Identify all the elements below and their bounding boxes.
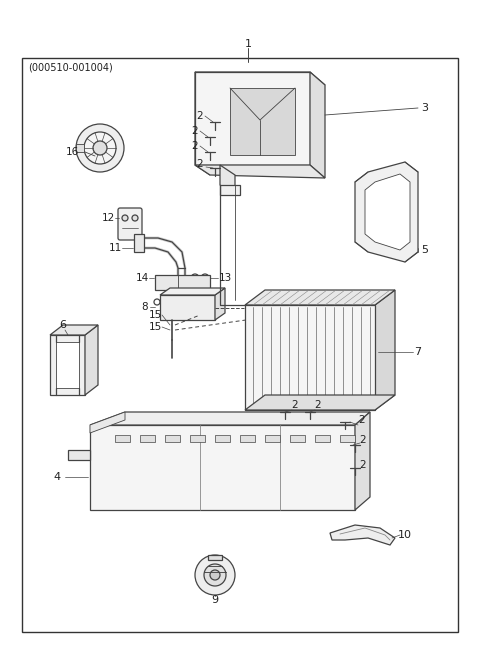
Text: 13: 13 (218, 273, 232, 283)
Polygon shape (140, 435, 155, 442)
Polygon shape (365, 174, 410, 250)
Circle shape (84, 132, 116, 164)
Text: 2: 2 (359, 415, 365, 425)
Polygon shape (190, 435, 205, 442)
Polygon shape (220, 165, 235, 195)
Polygon shape (195, 165, 325, 178)
Polygon shape (215, 288, 225, 320)
Circle shape (160, 277, 170, 287)
Polygon shape (240, 435, 255, 442)
Polygon shape (310, 72, 325, 178)
Text: 12: 12 (101, 213, 115, 223)
Polygon shape (195, 72, 325, 85)
Polygon shape (90, 425, 355, 510)
Polygon shape (315, 435, 330, 442)
Polygon shape (165, 435, 180, 442)
Circle shape (135, 237, 143, 243)
Text: 3: 3 (421, 103, 429, 113)
Polygon shape (215, 435, 230, 442)
Circle shape (93, 141, 107, 155)
Text: 1: 1 (244, 39, 252, 49)
Polygon shape (245, 290, 395, 305)
Text: 2: 2 (197, 111, 204, 121)
Circle shape (200, 304, 206, 310)
Polygon shape (290, 435, 305, 442)
Text: 8: 8 (142, 302, 148, 312)
Circle shape (169, 304, 175, 310)
Text: 4: 4 (53, 472, 60, 482)
Polygon shape (220, 185, 240, 195)
Text: 2: 2 (192, 126, 198, 136)
Polygon shape (56, 342, 79, 388)
Circle shape (132, 215, 138, 221)
Polygon shape (76, 144, 84, 152)
Polygon shape (50, 325, 98, 335)
Text: 2: 2 (360, 460, 366, 470)
Circle shape (122, 215, 128, 221)
Circle shape (195, 555, 235, 595)
Text: 2: 2 (360, 435, 366, 445)
Polygon shape (90, 412, 125, 433)
Polygon shape (160, 288, 225, 295)
Polygon shape (355, 412, 370, 510)
Polygon shape (155, 275, 210, 290)
Text: 2: 2 (292, 400, 298, 410)
Polygon shape (160, 295, 215, 320)
Polygon shape (195, 72, 210, 175)
Polygon shape (68, 450, 90, 460)
Text: 2: 2 (192, 141, 198, 151)
Polygon shape (330, 525, 395, 545)
Polygon shape (340, 435, 355, 442)
Polygon shape (355, 162, 418, 262)
Text: 2: 2 (197, 159, 204, 169)
Polygon shape (85, 325, 98, 395)
Circle shape (204, 564, 226, 586)
Polygon shape (50, 335, 85, 395)
Polygon shape (245, 395, 395, 410)
Polygon shape (115, 435, 130, 442)
Text: (000510-001004): (000510-001004) (28, 63, 113, 73)
Text: 7: 7 (414, 347, 421, 357)
Text: 16: 16 (65, 147, 79, 157)
Polygon shape (208, 555, 222, 560)
Circle shape (195, 277, 205, 287)
Bar (22, 58, 458, 632)
Polygon shape (245, 305, 375, 410)
Text: 15: 15 (148, 310, 162, 320)
Text: 6: 6 (60, 320, 67, 330)
Polygon shape (195, 72, 310, 165)
Text: 9: 9 (211, 595, 218, 605)
Text: 14: 14 (135, 273, 149, 283)
Polygon shape (375, 290, 395, 410)
Circle shape (166, 301, 178, 313)
Circle shape (76, 124, 124, 172)
Text: 11: 11 (108, 243, 121, 253)
Polygon shape (90, 412, 370, 425)
Text: 15: 15 (148, 322, 162, 332)
Polygon shape (230, 88, 295, 155)
Text: 2: 2 (315, 400, 321, 410)
Circle shape (197, 301, 209, 313)
Text: 5: 5 (421, 245, 429, 255)
Polygon shape (134, 234, 144, 252)
Circle shape (135, 243, 143, 249)
FancyBboxPatch shape (118, 208, 142, 240)
Circle shape (210, 570, 220, 580)
Polygon shape (265, 435, 280, 442)
Text: 10: 10 (398, 530, 412, 540)
